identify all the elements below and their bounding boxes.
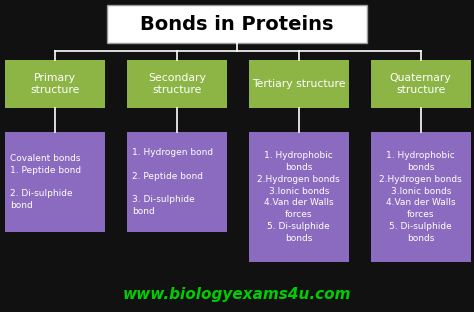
FancyBboxPatch shape [249,132,349,262]
Text: 1. Hydrophobic
bonds
2.Hydrogen bonds
3.Ionic bonds
4.Van der Walls
forces
5. Di: 1. Hydrophobic bonds 2.Hydrogen bonds 3.… [379,151,462,243]
Text: 1. Hydrogen bond

2. Peptide bond

3. Di-sulphide
bond: 1. Hydrogen bond 2. Peptide bond 3. Di-s… [132,148,213,216]
FancyBboxPatch shape [371,60,471,108]
Text: Secondary
structure: Secondary structure [148,73,206,95]
FancyBboxPatch shape [127,60,227,108]
Text: Covalent bonds
1. Peptide bond

2. Di-sulphide
bond: Covalent bonds 1. Peptide bond 2. Di-sul… [10,154,81,210]
FancyBboxPatch shape [371,132,471,262]
Text: 1. Hydrophobic
bonds
2.Hydrogen bonds
3.Ionic bonds
4.Van der Walls
forces
5. Di: 1. Hydrophobic bonds 2.Hydrogen bonds 3.… [257,151,340,243]
Text: Primary
structure: Primary structure [30,73,80,95]
Text: www.biologyexams4u.com: www.biologyexams4u.com [123,287,351,303]
Text: Bonds in Proteins: Bonds in Proteins [140,14,334,33]
FancyBboxPatch shape [107,5,367,43]
FancyBboxPatch shape [5,60,105,108]
FancyBboxPatch shape [127,132,227,232]
Text: Tertiary structure: Tertiary structure [252,79,346,89]
Text: Quaternary
structure: Quaternary structure [390,73,452,95]
FancyBboxPatch shape [249,60,349,108]
FancyBboxPatch shape [5,132,105,232]
